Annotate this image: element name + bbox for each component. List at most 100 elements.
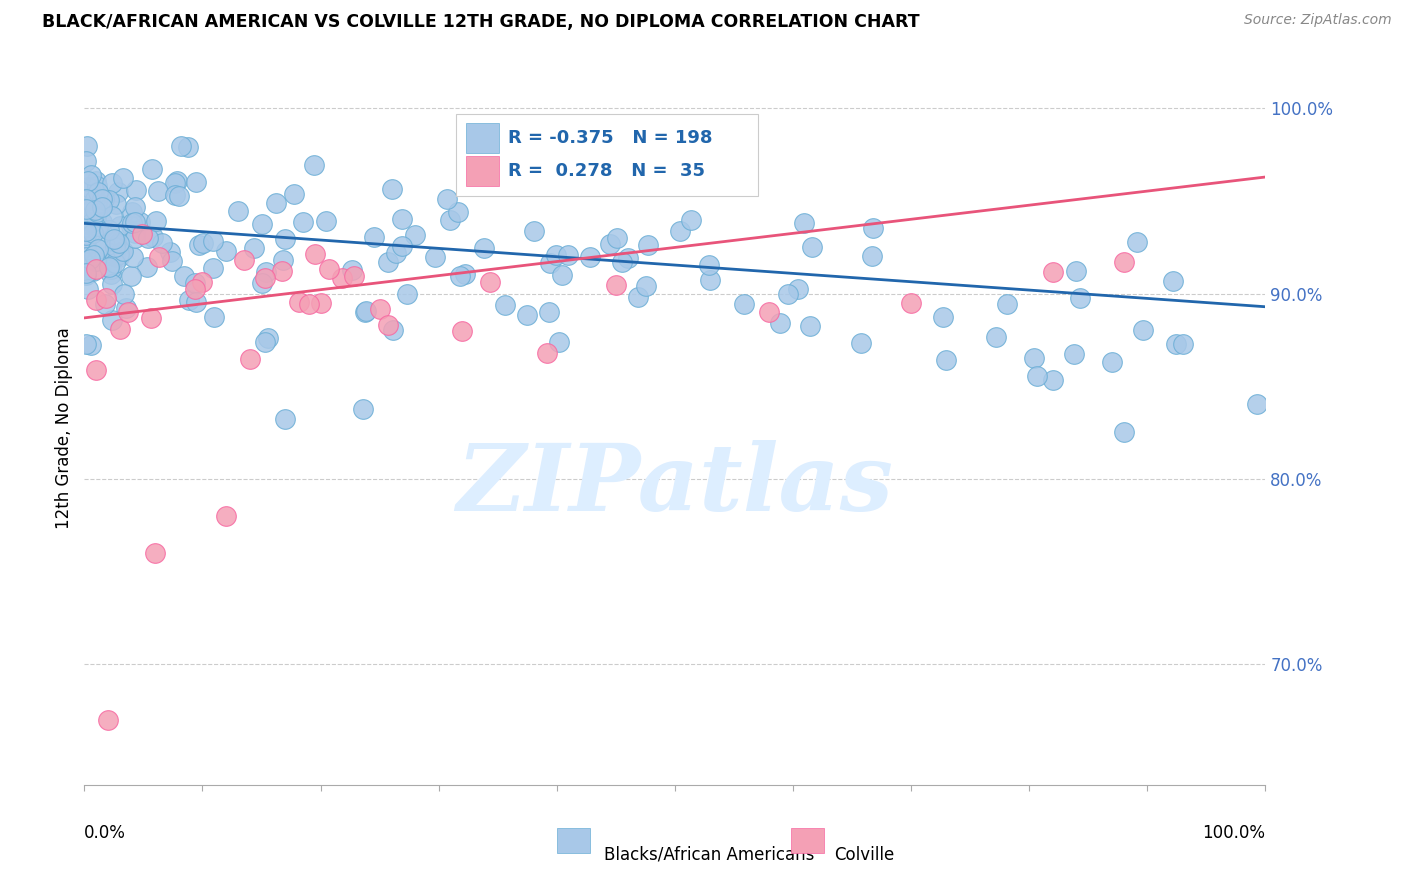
- Point: [84, 261, 107, 276]
- Bar: [790, 828, 824, 853]
- Point: [91, 200, 114, 214]
- Point: [356, 304, 378, 318]
- Point: [330, 271, 353, 285]
- Point: [117, 305, 139, 319]
- Point: [75, 216, 97, 230]
- Point: [1126, 235, 1149, 249]
- Point: [292, 215, 315, 229]
- Point: [995, 297, 1018, 311]
- Point: [166, 174, 188, 188]
- Point: [121, 204, 143, 219]
- Point: [75, 337, 97, 351]
- Point: [1022, 351, 1045, 365]
- Point: [391, 238, 413, 252]
- Point: [77, 180, 100, 194]
- Point: [900, 296, 922, 310]
- Point: [215, 244, 238, 258]
- Point: [75, 154, 97, 169]
- Point: [79, 252, 101, 267]
- Point: [758, 305, 780, 319]
- Point: [104, 234, 127, 248]
- Point: [120, 219, 142, 233]
- Point: [668, 224, 690, 238]
- Point: [1166, 336, 1188, 351]
- Point: [86, 178, 108, 193]
- Point: [125, 183, 148, 197]
- Point: [202, 235, 225, 249]
- Point: [1064, 263, 1087, 277]
- Point: [617, 251, 640, 265]
- Point: [75, 250, 97, 264]
- Point: [98, 222, 121, 236]
- Point: [86, 222, 108, 236]
- Point: [636, 278, 658, 293]
- Point: [139, 311, 162, 326]
- Point: [124, 230, 146, 244]
- Point: [257, 331, 280, 345]
- Point: [544, 248, 567, 262]
- Point: [681, 212, 703, 227]
- Point: [110, 245, 132, 260]
- Point: [283, 186, 305, 201]
- Point: [90, 192, 112, 206]
- Point: [103, 231, 125, 245]
- Point: [173, 269, 195, 284]
- Point: [75, 243, 97, 257]
- Point: [368, 301, 391, 316]
- Point: [538, 304, 561, 318]
- Point: [606, 231, 628, 245]
- Point: [76, 205, 98, 219]
- Point: [108, 219, 131, 234]
- Point: [142, 230, 165, 244]
- Point: [605, 277, 627, 292]
- Point: [381, 182, 404, 196]
- Point: [1042, 373, 1064, 387]
- Point: [342, 262, 364, 277]
- Point: [188, 237, 211, 252]
- Y-axis label: 12th Grade, No Diploma: 12th Grade, No Diploma: [55, 327, 73, 529]
- Point: [184, 175, 207, 189]
- Point: [131, 227, 153, 241]
- Text: R =  0.278   N =  35: R = 0.278 N = 35: [509, 162, 706, 180]
- Point: [124, 227, 146, 241]
- Point: [298, 297, 321, 311]
- Point: [179, 293, 201, 307]
- Point: [264, 196, 287, 211]
- Point: [108, 251, 131, 265]
- Point: [93, 297, 115, 311]
- Point: [82, 215, 104, 229]
- Point: [100, 261, 122, 276]
- Point: [1246, 397, 1268, 411]
- Point: [108, 235, 131, 250]
- Point: [75, 267, 97, 281]
- Point: [557, 248, 579, 262]
- Point: [637, 238, 659, 252]
- Point: [599, 237, 621, 252]
- Point: [80, 169, 103, 183]
- Point: [551, 268, 574, 283]
- Point: [120, 269, 142, 284]
- Point: [184, 282, 207, 296]
- Point: [94, 238, 117, 252]
- Point: [447, 205, 470, 219]
- Point: [436, 192, 458, 206]
- Point: [84, 293, 107, 307]
- Point: [76, 174, 98, 188]
- Point: [352, 401, 374, 416]
- Point: [112, 287, 135, 301]
- Point: [612, 255, 634, 269]
- Point: [242, 241, 264, 255]
- Point: [191, 275, 214, 289]
- Point: [273, 253, 295, 268]
- Point: [100, 313, 122, 327]
- Point: [800, 239, 823, 253]
- Point: [90, 215, 112, 229]
- Point: [170, 138, 193, 153]
- Point: [1042, 264, 1064, 278]
- Text: Blacks/African Americans: Blacks/African Americans: [605, 846, 814, 863]
- Point: [141, 162, 163, 177]
- Point: [184, 276, 207, 290]
- Point: [1161, 274, 1184, 288]
- Text: Source: ZipAtlas.com: Source: ZipAtlas.com: [1244, 13, 1392, 28]
- Point: [377, 318, 399, 333]
